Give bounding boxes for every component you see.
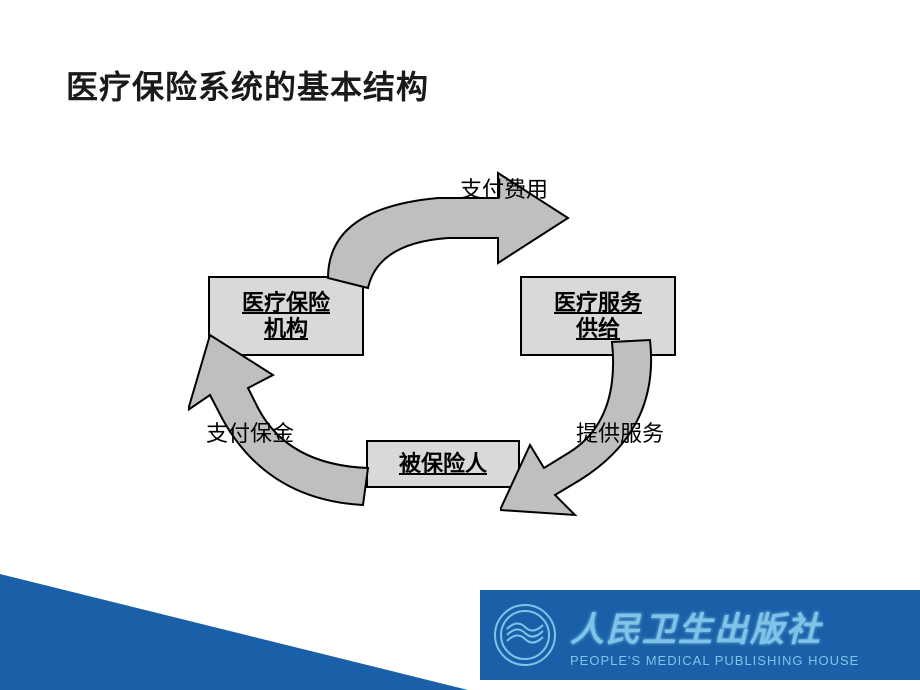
node-insured: 被保险人 (366, 440, 520, 488)
publisher-logo-icon (494, 604, 556, 666)
edge-label-pay-premium: 支付保金 (206, 416, 294, 448)
page-title: 医疗保险系统的基本结构 (66, 62, 429, 108)
edge-label-provide: 提供服务 (576, 416, 664, 448)
edge-label-pay-fee: 支付费用 (460, 172, 548, 204)
publisher-name-en: PEOPLE'S MEDICAL PUBLISHING HOUSE (570, 653, 859, 668)
publisher-bar: 人民卫生出版社 PEOPLE'S MEDICAL PUBLISHING HOUS… (480, 590, 920, 680)
publisher-name-cn: 人民卫生出版社 (570, 602, 859, 651)
decorative-wedge (0, 574, 468, 690)
